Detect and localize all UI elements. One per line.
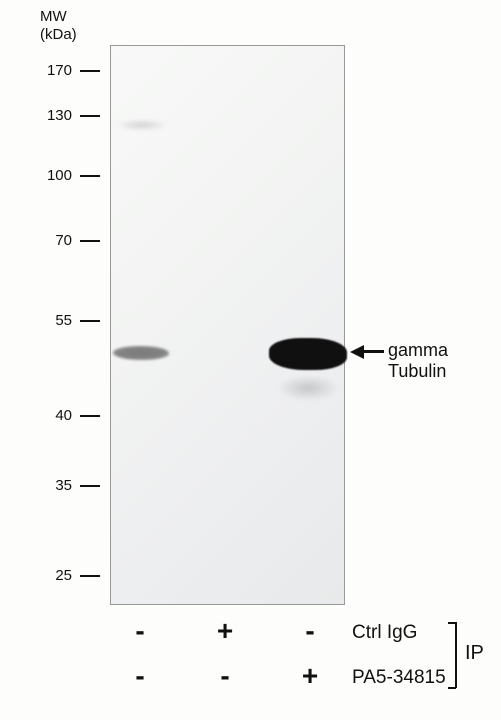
band-lane3-smear: [279, 376, 337, 400]
ctrl-igg-lane2: +: [210, 615, 240, 647]
mw-header-line2: (kDa): [40, 26, 77, 43]
mw-label-40: 40: [30, 407, 72, 424]
mw-label-35: 35: [30, 477, 72, 494]
mw-label-130: 130: [30, 107, 72, 124]
mw-label-170: 170: [30, 62, 72, 79]
ip-brace-vertical: [455, 622, 457, 688]
mw-tick-100: [80, 175, 100, 177]
ip-label: IP: [465, 642, 484, 665]
target-label-line1: gamma: [388, 340, 448, 360]
antibody-lane1: -: [125, 660, 155, 692]
mw-tick-130: [80, 115, 100, 117]
mw-tick-70: [80, 240, 100, 242]
mw-tick-25: [80, 575, 100, 577]
mw-header: MW (kDa): [40, 8, 77, 44]
mw-label-25: 25: [30, 567, 72, 584]
band-lane1-target: [113, 346, 169, 360]
ctrl-igg-lane3: -: [295, 615, 325, 647]
target-label-line2: Tubulin: [388, 361, 446, 381]
mw-tick-170: [80, 70, 100, 72]
antibody-label: PA5-34815: [352, 667, 446, 689]
antibody-lane3: +: [295, 660, 325, 692]
mw-tick-40: [80, 415, 100, 417]
ctrl-igg-lane1: -: [125, 615, 155, 647]
mw-label-70: 70: [30, 232, 72, 249]
mw-label-55: 55: [30, 312, 72, 329]
ctrl-igg-label: Ctrl IgG: [352, 622, 417, 644]
ip-brace-cap-bottom: [448, 687, 456, 689]
target-label: gamma Tubulin: [388, 340, 448, 381]
target-arrow-line: [362, 350, 384, 353]
band-lane3-target: [269, 338, 347, 370]
mw-label-100: 100: [30, 167, 72, 184]
mw-header-line1: MW: [40, 8, 67, 25]
antibody-lane2: -: [210, 660, 240, 692]
mw-tick-55: [80, 320, 100, 322]
ip-brace-cap-top: [448, 622, 456, 624]
mw-tick-35: [80, 485, 100, 487]
blot-membrane: [110, 45, 345, 605]
band-lane1-high-smear: [117, 120, 167, 130]
